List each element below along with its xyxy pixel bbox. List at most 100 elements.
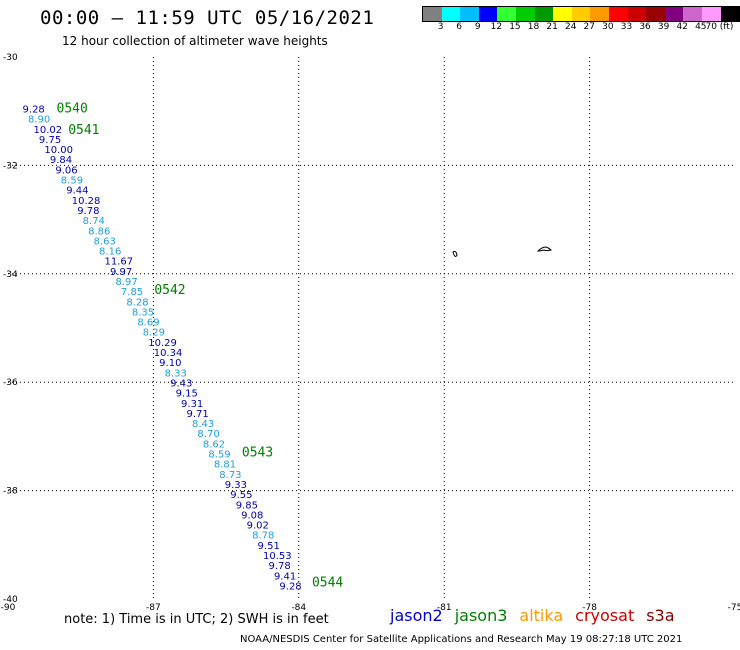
color-scale-tick: 3: [437, 22, 444, 32]
color-scale-tick: 15: [509, 22, 521, 32]
lon-label: -84: [291, 603, 306, 613]
time-stamp: 0543: [242, 446, 273, 461]
time-stamp: 0542: [154, 283, 185, 298]
swh-value: 8.29: [143, 328, 165, 339]
swh-value: 9.43: [170, 378, 192, 389]
swh-value: 8.43: [192, 419, 214, 430]
color-swatch: [534, 7, 554, 21]
swh-value: 9.44: [66, 186, 88, 197]
color-swatch: [683, 7, 702, 21]
swh-value: 8.97: [115, 277, 137, 288]
lon-label: -78: [582, 603, 597, 613]
lat-label: -40: [3, 595, 18, 605]
color-swatch: [701, 7, 721, 21]
color-swatch: [571, 7, 591, 21]
lat-label: -30: [3, 53, 18, 63]
color-swatch: [478, 7, 498, 21]
color-scale-tick: 24: [564, 22, 577, 32]
swh-value: 9.85: [236, 500, 258, 511]
satellite-legend: jason2 jason3 altika cryosat s3a: [390, 606, 687, 625]
color-swatch: [441, 7, 461, 21]
color-swatch: [627, 7, 647, 21]
footer-credit: NOAA/NESDIS Center for Satellite Applica…: [240, 634, 683, 645]
swh-value: 8.16: [99, 247, 121, 258]
swh-value: 9.78: [77, 206, 99, 217]
swh-value: 10.28: [72, 196, 101, 207]
swh-value: 9.31: [181, 399, 203, 410]
page-title: 00:00 – 11:59 UTC 05/16/2021: [40, 7, 375, 29]
lat-label: -36: [3, 378, 18, 388]
swh-value: 9.55: [230, 490, 252, 501]
color-swatch: [497, 7, 516, 21]
swh-value: 8.62: [203, 439, 225, 450]
swh-value: 9.97: [110, 267, 132, 278]
legend-jason2: jason2: [390, 606, 443, 625]
color-scale-bar: [422, 6, 740, 22]
swh-value: 8.59: [208, 450, 230, 461]
swh-value: 9.10: [159, 358, 181, 369]
legend-s3a: s3a: [646, 606, 675, 625]
color-scale-tick: 45: [695, 22, 707, 32]
color-swatch: [720, 7, 740, 21]
lat-label: -32: [3, 161, 18, 171]
lat-label: -34: [3, 270, 18, 280]
swh-value: 8.63: [94, 236, 116, 247]
axis-labels: -30 -32 -34 -36 -38 -40-90 -87 -84 -81 -78 -75: [1, 53, 740, 613]
swh-value: 9.15: [176, 389, 198, 400]
color-scale-tick: 6: [456, 22, 463, 32]
lat-label: -38: [3, 487, 18, 497]
time-stamp: 0540: [57, 101, 88, 116]
swh-value: 9.41: [274, 571, 296, 582]
swh-values: 9.288.9010.029.7510.009.849.068.599.4410…: [23, 104, 302, 592]
swh-value: 10.53: [263, 551, 292, 562]
swh-value: 9.51: [258, 541, 280, 552]
swh-value: 8.33: [165, 368, 187, 379]
swh-value: 9.06: [55, 165, 77, 176]
swh-value: 9.75: [39, 135, 61, 146]
legend-cryosat: cryosat: [575, 606, 635, 625]
swh-value: 8.28: [126, 297, 148, 308]
color-swatch: [423, 7, 442, 21]
swh-value: 9.78: [268, 561, 290, 572]
note-text: note: 1) Time is in UTC; 2) SWH is in fe…: [64, 612, 329, 627]
color-scale-tick: 27: [583, 22, 596, 32]
lon-label: -75: [728, 603, 740, 613]
swh-value: 7.85: [121, 287, 143, 298]
swh-value: 9.28: [279, 581, 301, 592]
legend-altika: altika: [519, 606, 564, 625]
time-stamps: 0540 0541 0542 0543 0544: [57, 101, 344, 590]
swh-value: 9.71: [187, 409, 209, 420]
color-scale-tick: 21: [546, 22, 558, 32]
lon-label: -87: [146, 603, 161, 613]
swh-value: 10.02: [33, 125, 62, 136]
swh-value: 10.29: [148, 338, 177, 349]
swh-value: 8.70: [197, 429, 219, 440]
legend-jason3: jason3: [454, 606, 508, 625]
swh-value: 9.02: [247, 521, 269, 532]
swh-value: 8.69: [137, 318, 159, 329]
lon-label: -90: [1, 603, 16, 613]
swh-value: 8.90: [28, 115, 50, 126]
swh-value: 8.59: [61, 176, 83, 187]
swh-value: 9.28: [23, 104, 45, 115]
color-scale-tick: 18: [527, 22, 540, 32]
swh-value: 8.73: [219, 470, 241, 481]
color-scale-ticks: 3 6 9 12 15 18 21 24 27 30 33 36 39 42 45 70 (ft): [422, 22, 738, 34]
color-scale-tick: 9: [474, 22, 481, 32]
color-swatch: [664, 7, 684, 21]
map-grid: [8, 57, 735, 599]
swh-value: 9.33: [225, 480, 247, 491]
color-scale-tick: 36: [639, 22, 651, 32]
swh-value: 8.86: [88, 226, 110, 237]
color-scale-tick: 33: [620, 22, 633, 32]
swh-value: 9.08: [241, 510, 263, 521]
time-stamp: 0541: [68, 123, 99, 138]
color-swatch: [553, 7, 572, 21]
lon-label: -81: [437, 603, 452, 613]
swh-value: 8.81: [214, 460, 236, 471]
color-swatch: [460, 7, 479, 21]
color-swatch: [646, 7, 665, 21]
swh-value: 10.00: [44, 145, 73, 156]
coastline: [452, 246, 552, 257]
